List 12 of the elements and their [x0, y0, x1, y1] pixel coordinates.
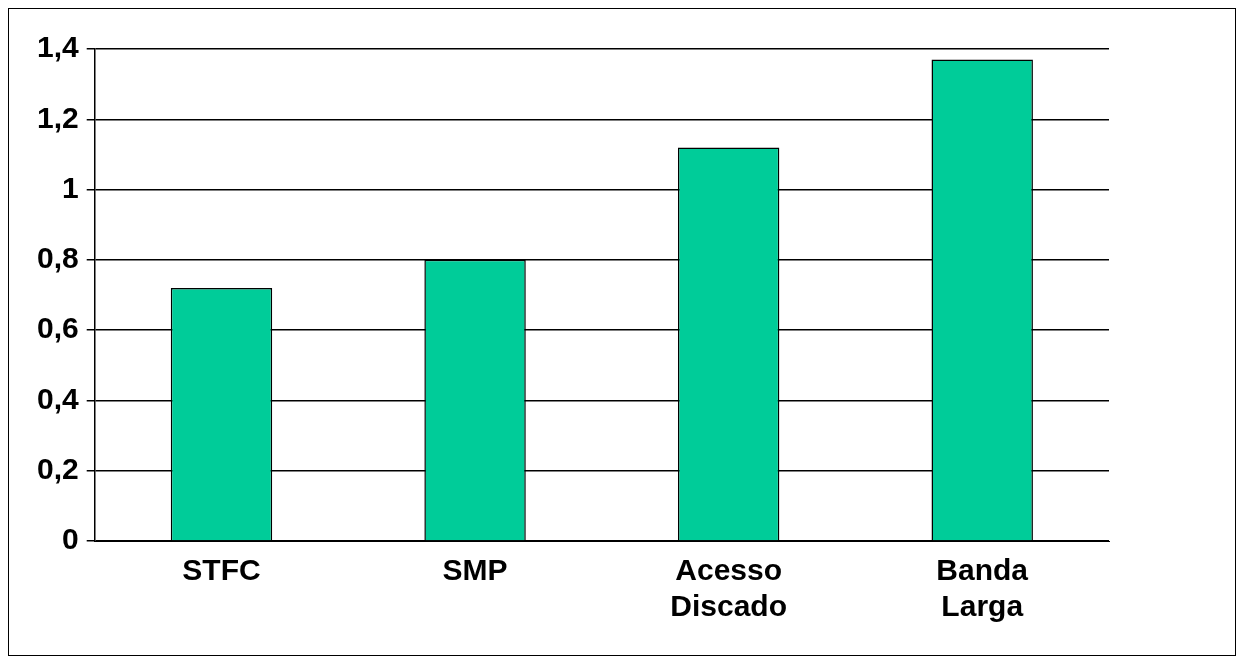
- y-tick-label: 0,4: [36, 381, 79, 415]
- y-tick-label: 0,8: [36, 241, 79, 275]
- x-tick-label: STFC: [182, 553, 261, 587]
- y-tick-label: 0: [62, 522, 79, 556]
- y-tick-label: 0,2: [36, 451, 79, 485]
- x-tick-label: Banda Larga: [936, 553, 1029, 623]
- x-tick-label: Acesso Discado: [670, 553, 787, 623]
- y-tick-label: 1,4: [36, 30, 79, 64]
- y-tick-label: 0,6: [36, 311, 79, 345]
- y-tick-label: 1,2: [36, 100, 79, 134]
- x-tick-label: SMP: [442, 553, 508, 587]
- y-tick-label: 1: [62, 170, 79, 204]
